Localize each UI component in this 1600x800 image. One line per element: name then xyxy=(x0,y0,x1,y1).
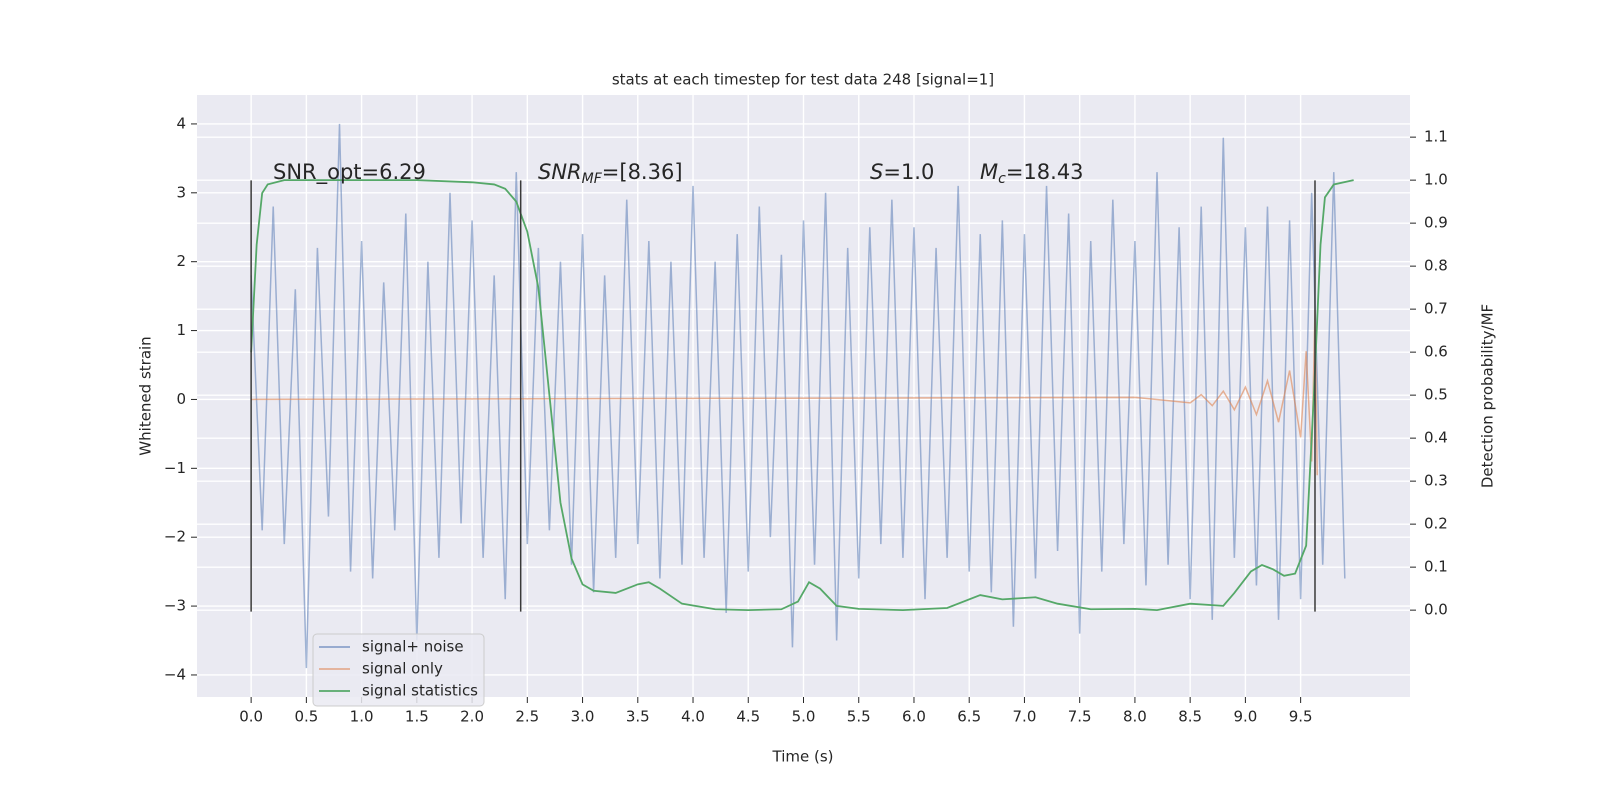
x-axis-label: Time (s) xyxy=(772,748,834,766)
annotation-sub: MF xyxy=(582,171,603,187)
y2-tick-label: 0.8 xyxy=(1424,257,1448,275)
y-tick-label: 0 xyxy=(176,390,186,408)
x-tick-label: 9.5 xyxy=(1289,708,1313,726)
x-tick-label: 5.5 xyxy=(847,708,871,726)
x-tick-label: 3.0 xyxy=(571,708,595,726)
x-tick-label: 0.5 xyxy=(294,708,318,726)
annotation-text: =18.43 xyxy=(1006,160,1084,184)
series-line xyxy=(250,179,1354,612)
annotation-italic: M xyxy=(980,160,998,184)
x-tick-label: 8.0 xyxy=(1123,708,1147,726)
y-tick-label: 1 xyxy=(176,321,186,339)
x-tick-label: 4.0 xyxy=(681,708,705,726)
annotation-text: =[8.36] xyxy=(602,160,683,184)
y-tick-label: −1 xyxy=(164,459,186,477)
x-tick-label: 1.5 xyxy=(405,708,429,726)
y-tick-label: 2 xyxy=(176,252,186,270)
annotation-text: =1.0 xyxy=(883,160,934,184)
legend-label: signal statistics xyxy=(362,682,478,700)
x-tick-label: 2.5 xyxy=(515,708,539,726)
x-tick-label: 3.5 xyxy=(626,708,650,726)
x-tick-label: 1.0 xyxy=(350,708,374,726)
annotation: SNRMF=[8.36] xyxy=(538,160,683,187)
y2-tick-label: 0.3 xyxy=(1424,472,1448,490)
y2-tick-label: 0.1 xyxy=(1424,558,1448,576)
annotation-italic: S xyxy=(870,160,883,184)
x-tick-label: 8.5 xyxy=(1178,708,1202,726)
y2-tick-label: 1.0 xyxy=(1424,171,1448,189)
y-tick-label: −2 xyxy=(164,528,186,546)
y-axis-label: Whitened strain xyxy=(137,336,155,455)
annotation: S=1.0 xyxy=(870,160,934,184)
annotation: SNR_opt=6.29 xyxy=(273,160,426,185)
y-tick-label: −4 xyxy=(164,665,186,683)
chart-title: stats at each timestep for test data 248… xyxy=(612,71,994,89)
y2-tick-label: 0.6 xyxy=(1424,343,1448,361)
y2-tick-label: 0.9 xyxy=(1424,214,1448,232)
legend-label: signal only xyxy=(362,660,443,678)
annotation-italic: SNR xyxy=(538,160,582,184)
series-line xyxy=(251,309,1318,476)
y2-tick-label: 0.7 xyxy=(1424,300,1448,318)
x-tick-label: 2.0 xyxy=(460,708,484,726)
x-tick-label: 4.5 xyxy=(736,708,760,726)
y-tick-label: 3 xyxy=(176,183,186,201)
x-tick-label: 6.5 xyxy=(957,708,981,726)
y2-axis-label: Detection probability/MF xyxy=(1479,304,1497,488)
x-tick-label: 5.0 xyxy=(792,708,816,726)
x-tick-label: 0.0 xyxy=(239,708,263,726)
x-tick-label: 7.5 xyxy=(1068,708,1092,726)
y2-tick-label: 0.0 xyxy=(1424,601,1448,619)
x-tick-label: 9.0 xyxy=(1233,708,1257,726)
y2-tick-label: 1.1 xyxy=(1424,128,1448,146)
y-tick-label: 4 xyxy=(176,114,186,132)
annotation: Mc=18.43 xyxy=(980,160,1084,187)
y2-tick-label: 0.2 xyxy=(1424,515,1448,533)
y2-tick-label: 0.5 xyxy=(1424,386,1448,404)
x-tick-label: 6.0 xyxy=(902,708,926,726)
y2-tick-label: 0.4 xyxy=(1424,429,1448,447)
y-tick-label: −3 xyxy=(164,597,186,615)
series-line xyxy=(250,123,1346,669)
x-tick-label: 7.0 xyxy=(1013,708,1037,726)
legend-label: signal+ noise xyxy=(362,638,464,656)
annotation-text: SNR_opt=6.29 xyxy=(273,160,426,185)
legend-box xyxy=(312,633,485,707)
annotation-sub: c xyxy=(998,171,1006,187)
